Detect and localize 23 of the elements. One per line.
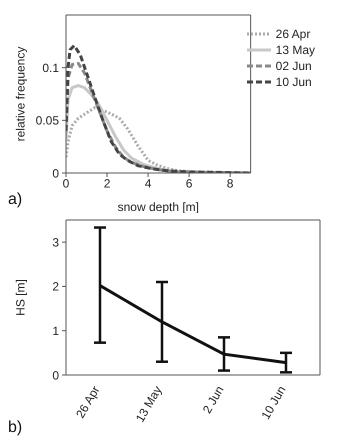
legend-label: 10 Jun <box>276 74 312 90</box>
x-tick-label: 6 <box>186 176 193 191</box>
y-axis-title: relative frequency <box>13 46 28 142</box>
y-tick-label: 1 <box>52 324 60 338</box>
y-tick-label: 0 <box>52 166 60 180</box>
legend-label: 13 May <box>276 42 315 58</box>
x-tick-label: 0 <box>62 176 70 191</box>
y-tick-label: 0.05 <box>36 114 60 128</box>
y-tick-label: 0.1 <box>42 60 60 75</box>
x-tick-label: 2 <box>104 176 111 191</box>
x-tick-label: 10 Jun <box>258 384 289 422</box>
y-tick-label: 0 <box>52 368 60 382</box>
text: a) <box>8 191 22 209</box>
y-axis-title: HS [m] <box>13 279 28 316</box>
y-tick-label: 3 <box>52 235 60 250</box>
legend-label: 02 Jun <box>276 58 312 74</box>
text: b) <box>8 419 22 437</box>
x-tick-label: 8 <box>226 176 234 191</box>
x-tick-label: 2 Jun <box>200 384 227 416</box>
y-tick-label: 2 <box>52 280 60 294</box>
x-tick-label: 4 <box>144 176 152 191</box>
legend-label: 26 Apr <box>276 26 310 42</box>
x-tick-label: 26 Apr <box>73 384 103 421</box>
